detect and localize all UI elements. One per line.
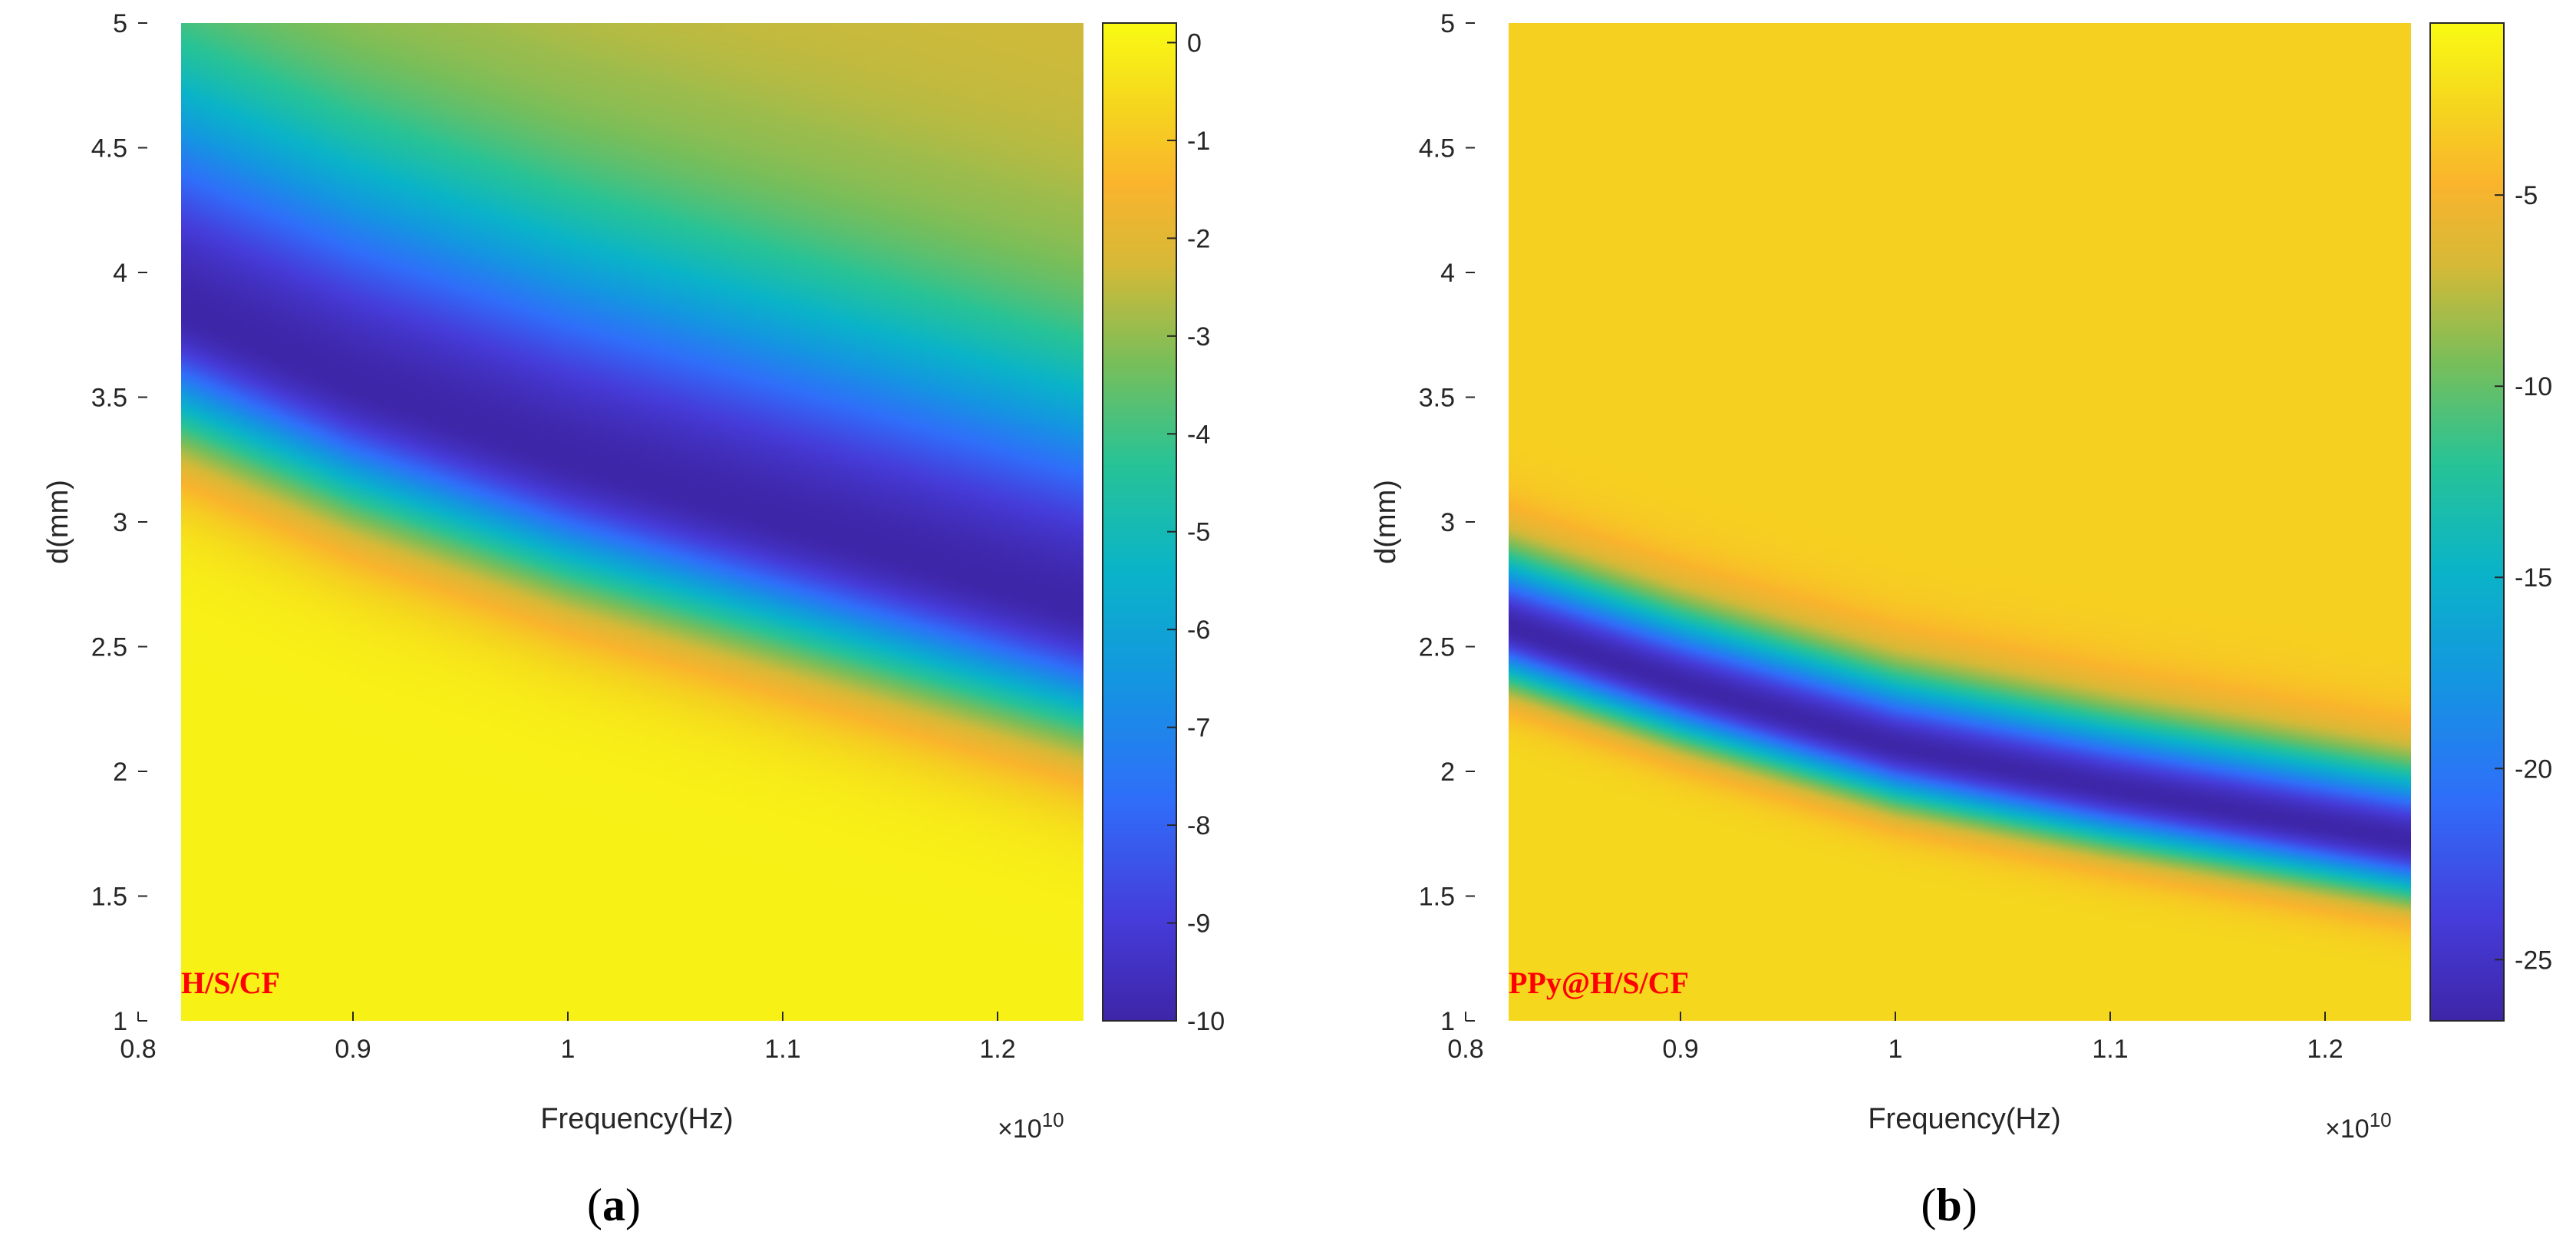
x-multiplier-exp-a: 10 — [1042, 1108, 1064, 1131]
colorbar-tick-label-b: -10 — [2515, 372, 2552, 401]
sample-label-a: H/S/CF — [181, 966, 280, 1000]
colorbar-frame-b — [2429, 22, 2505, 1022]
x-tick-label-a: 0.9 — [335, 1035, 371, 1064]
caption-letter-a: a — [602, 1180, 625, 1230]
y-tick-label-b: 5 — [1440, 9, 1455, 38]
axis-ticks-a: 0.8 0.9 1 1.1 1.2 1 1.5 2 2.5 3 3.5 4 4.5 5 — [91, 9, 1016, 1064]
y-tick-label-a: 3.5 — [91, 384, 127, 413]
x-multiplier-base-b: ×10 — [2325, 1114, 2370, 1144]
caption-letter-b: b — [1936, 1180, 1961, 1230]
colorbar-image-b — [2430, 23, 2504, 1021]
colorbar-tick-label-a: 0 — [1187, 28, 1202, 58]
x-tick-label-b: 1.1 — [2092, 1035, 2128, 1064]
y-tick-label-b: 4 — [1440, 259, 1455, 288]
colorbar-image-a — [1103, 23, 1176, 1021]
colorbar-tick-label-a: -3 — [1187, 322, 1210, 352]
colorbar-tick-label-a: -4 — [1187, 420, 1210, 449]
y-axis-label-b: d(mm) — [1370, 480, 1402, 564]
colorbar-tick-label-b: -15 — [2515, 563, 2552, 593]
x-multiplier-exp-b: 10 — [2370, 1108, 2392, 1131]
x-multiplier-base-a: ×10 — [998, 1114, 1042, 1144]
x-tick-label-b: 1.2 — [2307, 1035, 2343, 1064]
x-tick-label-a: 1 — [561, 1035, 576, 1064]
y-axis-label-a: d(mm) — [42, 480, 74, 564]
colorbar-tick-label-a: -6 — [1187, 616, 1210, 645]
colorbar-tick-label-a: -9 — [1187, 910, 1210, 939]
y-tick-label-b: 1.5 — [1419, 883, 1455, 912]
caption-b: (b) — [1921, 1180, 1977, 1230]
x-tick-label-a: 1.1 — [764, 1035, 800, 1064]
heatmap-image-b — [1509, 23, 2411, 1021]
colorbar-ticks-a: 0 -1 -2 -3 -4 -5 -6 -7 -8 -9 -10 — [1167, 28, 1225, 1036]
x-tick-label-a: 1.2 — [979, 1035, 1015, 1064]
x-multiplier-b: ×1010 — [2325, 1108, 2392, 1144]
colorbar-frame-a — [1102, 22, 1177, 1022]
colorbar-tick-label-b: -5 — [2515, 181, 2538, 210]
y-tick-label-b: 1 — [1440, 1007, 1455, 1036]
x-multiplier-a: ×1010 — [998, 1108, 1064, 1144]
y-tick-label-a: 3 — [113, 508, 127, 537]
panel-a: 0.8 0.9 1 1.1 1.2 1 1.5 2 2.5 3 3.5 4 4.5 5 d(mm) Fre… — [42, 9, 1225, 1230]
colorbar-tick-label-a: -7 — [1187, 714, 1210, 743]
sample-label-b: PPy@H/S/CF — [1509, 966, 1689, 1000]
colorbar-tick-label-a: -10 — [1187, 1007, 1225, 1036]
y-tick-label-a: 1 — [113, 1007, 127, 1036]
x-tick-label-a: 0.8 — [120, 1035, 156, 1064]
colorbar-tick-label-a: -5 — [1187, 518, 1210, 547]
colorbar-tick-label-a: -8 — [1187, 811, 1210, 840]
panel-b: 0.8 0.9 1 1.1 1.2 1 1.5 2 2.5 3 3.5 4 4.5 5 d(mm) Fre… — [1370, 9, 2552, 1230]
y-tick-label-b: 3 — [1440, 508, 1455, 537]
y-tick-label-a: 1.5 — [91, 883, 127, 912]
heatmap-image-a — [181, 23, 1084, 1021]
y-tick-label-b: 3.5 — [1419, 384, 1455, 413]
x-tick-label-b: 0.8 — [1447, 1035, 1483, 1064]
y-tick-label-a: 2 — [113, 758, 127, 787]
y-tick-label-a: 2.5 — [91, 633, 127, 662]
x-tick-label-b: 1 — [1888, 1035, 1903, 1064]
colorbar-tick-label-a: -2 — [1187, 224, 1210, 253]
y-tick-label-a: 4.5 — [91, 134, 127, 163]
y-tick-label-b: 4.5 — [1419, 134, 1455, 163]
y-tick-label-a: 4 — [113, 259, 127, 288]
caption-a: (a) — [587, 1180, 641, 1230]
colorbar-tick-label-b: -25 — [2515, 946, 2552, 975]
x-tick-label-b: 0.9 — [1662, 1035, 1698, 1064]
y-tick-label-a: 5 — [113, 9, 127, 38]
axis-ticks-b: 0.8 0.9 1 1.1 1.2 1 1.5 2 2.5 3 3.5 4 4.5 5 — [1419, 9, 2343, 1064]
colorbar-ticks-b: -5 -10 -15 -20 -25 — [2495, 181, 2552, 975]
x-axis-label-a: Frequency(Hz) — [540, 1103, 733, 1135]
y-tick-label-b: 2.5 — [1419, 633, 1455, 662]
colorbar-tick-label-b: -20 — [2515, 754, 2552, 784]
colorbar-tick-label-a: -1 — [1187, 127, 1210, 156]
y-tick-label-b: 2 — [1440, 758, 1455, 787]
x-axis-label-b: Frequency(Hz) — [1868, 1103, 2060, 1135]
